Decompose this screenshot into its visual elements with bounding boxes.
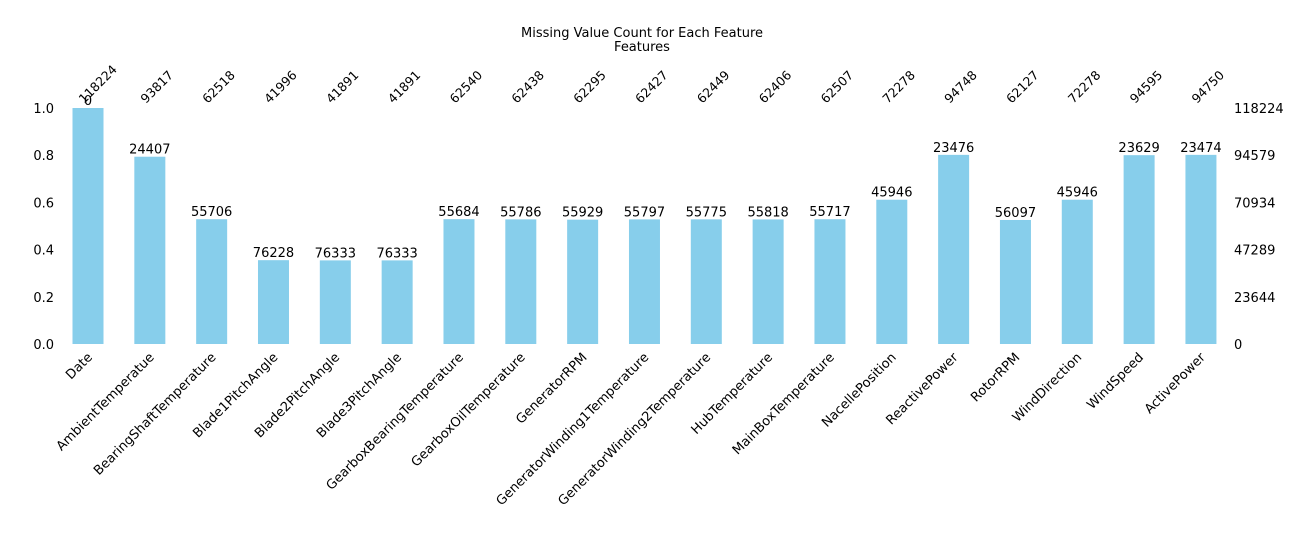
bars (72, 108, 1217, 344)
bar (814, 219, 846, 344)
right-tick-label: 47289 (1234, 244, 1275, 259)
top-count-label: 94595 (1127, 67, 1166, 106)
bar (938, 154, 970, 344)
bar (505, 219, 537, 344)
left-y-axis: 0.0 0.2 0.4 0.6 0.8 1.0 (33, 102, 54, 353)
bar-value-label: 56097 (995, 206, 1036, 221)
category-label: BearingShaftTemperature (91, 350, 219, 478)
top-count-label: 41996 (261, 67, 300, 106)
category-label: Date (63, 350, 96, 383)
right-tick-label: 94579 (1234, 149, 1275, 164)
left-tick-label: 0.0 (33, 338, 54, 353)
top-count-label: 94750 (1188, 67, 1227, 106)
top-count-label: 62518 (199, 67, 238, 106)
bar (628, 219, 660, 344)
chart-subtitle: Features (614, 40, 670, 55)
bar (876, 199, 908, 344)
right-y-axis: 0 23644 47289 70934 94579 118224 (1234, 102, 1284, 353)
bar (1123, 155, 1155, 344)
right-tick-label: 23644 (1234, 291, 1275, 306)
bar-value-label: 24407 (129, 143, 170, 158)
top-count-label: 62427 (632, 67, 671, 106)
top-count-label: 94748 (941, 67, 980, 106)
left-tick-label: 0.2 (33, 291, 54, 306)
left-tick-label: 0.8 (33, 149, 54, 164)
bar (1061, 199, 1093, 344)
top-count-label: 62449 (694, 67, 733, 106)
bar-value-label: 55786 (500, 205, 541, 220)
bar-value-label: 55706 (191, 205, 232, 220)
bar (196, 219, 228, 344)
top-count-label: 41891 (323, 67, 362, 106)
bar-value-label: 55818 (747, 205, 788, 220)
bar (690, 219, 722, 344)
bar (134, 156, 166, 344)
bar-value-label: 76333 (376, 246, 417, 261)
top-count-label: 72278 (879, 67, 918, 106)
bar-value-label: 23476 (933, 141, 974, 156)
bar-value-label: 76228 (253, 246, 294, 261)
left-tick-label: 1.0 (33, 102, 54, 117)
right-tick-label: 70934 (1234, 196, 1275, 211)
bar (1185, 154, 1217, 344)
bar-value-label: 23629 (1118, 141, 1159, 156)
bar-value-label: 23474 (1180, 141, 1221, 156)
top-count-labels: 118224 93817 62518 41996 41891 41891 62540 6243… (76, 62, 1228, 106)
top-count-label: 62507 (817, 67, 856, 106)
left-tick-label: 0.6 (33, 196, 54, 211)
bar (999, 219, 1031, 344)
top-count-label: 62406 (756, 67, 795, 106)
category-label: MainBoxTemperature (730, 350, 838, 458)
bar-value-label: 55929 (562, 206, 603, 221)
top-count-label: 62295 (570, 67, 609, 106)
bar (443, 219, 475, 344)
top-count-label: 62127 (1003, 67, 1042, 106)
category-label: WindSpeed (1084, 350, 1147, 413)
bar-value-label: 45946 (1057, 186, 1098, 201)
bar (257, 260, 289, 344)
bar-value-labels: 0 24407 55706 76228 76333 76333 55684 55786 5592… (84, 94, 1222, 261)
top-count-label: 93817 (137, 67, 176, 106)
top-count-label: 62540 (446, 67, 485, 106)
bar-value-label: 45946 (871, 186, 912, 201)
bar (567, 219, 599, 344)
bar-value-label: 76333 (315, 246, 356, 261)
top-count-label: 62438 (508, 67, 547, 106)
bar (319, 260, 351, 344)
bar (381, 260, 413, 344)
bar-value-label: 55717 (809, 205, 850, 220)
bar-value-label: 55775 (686, 205, 727, 220)
chart-title: Missing Value Count for Each Feature (521, 26, 763, 41)
bar-value-label: 55797 (624, 205, 665, 220)
right-tick-label: 118224 (1234, 102, 1284, 117)
bar-value-label: 0 (84, 94, 92, 109)
category-label: ActivePower (1142, 350, 1209, 417)
left-tick-label: 0.4 (33, 244, 54, 259)
top-count-label: 72278 (1065, 67, 1104, 106)
category-label: GearboxOilTemperature (409, 350, 529, 470)
top-count-label: 118224 (76, 62, 120, 106)
category-label: RotorRPM (968, 350, 1023, 405)
top-count-label: 41891 (385, 67, 424, 106)
right-tick-label: 0 (1234, 338, 1242, 353)
bar (752, 219, 784, 344)
category-labels: DateAmbientTemperatueBearingShaftTempera… (54, 350, 1210, 509)
bar-value-label: 55684 (438, 205, 479, 220)
bar (72, 108, 104, 344)
